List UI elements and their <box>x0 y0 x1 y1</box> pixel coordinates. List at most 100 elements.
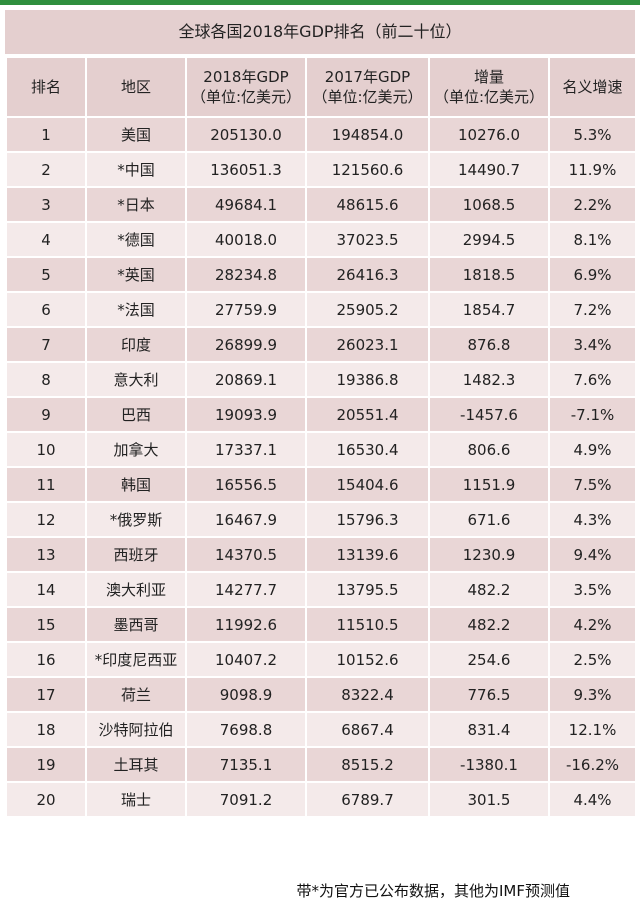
cell-gdp2018: 28234.8 <box>185 256 307 293</box>
cell-increase: 1068.5 <box>428 186 550 223</box>
cell-gdp2018: 19093.9 <box>185 396 307 433</box>
cell-gdp2017: 13795.5 <box>305 571 430 608</box>
table-row: 12 *俄罗斯 16467.9 15796.3 671.6 4.3% <box>5 501 637 538</box>
table-row: 19 土耳其 7135.1 8515.2 -1380.1 -16.2% <box>5 746 637 783</box>
cell-gdp2018: 17337.1 <box>185 431 307 468</box>
table-row: 15 墨西哥 11992.6 11510.5 482.2 4.2% <box>5 606 637 643</box>
cell-gdp2018: 49684.1 <box>185 186 307 223</box>
cell-region: *中国 <box>85 151 187 188</box>
cell-growth: 4.3% <box>548 501 637 538</box>
cell-region: 西班牙 <box>85 536 187 573</box>
cell-rank: 1 <box>5 116 87 153</box>
cell-region: 美国 <box>85 116 187 153</box>
cell-region: *德国 <box>85 221 187 258</box>
header-growth: 名义增速 <box>548 56 637 118</box>
cell-growth: 4.9% <box>548 431 637 468</box>
table-row: 1 美国 205130.0 194854.0 10276.0 5.3% <box>5 116 637 153</box>
cell-rank: 3 <box>5 186 87 223</box>
cell-rank: 9 <box>5 396 87 433</box>
cell-gdp2017: 26416.3 <box>305 256 430 293</box>
header-region: 地区 <box>85 56 187 118</box>
cell-rank: 4 <box>5 221 87 258</box>
cell-rank: 2 <box>5 151 87 188</box>
cell-increase: 671.6 <box>428 501 550 538</box>
cell-gdp2017: 11510.5 <box>305 606 430 643</box>
cell-growth: 9.3% <box>548 676 637 713</box>
cell-region: 印度 <box>85 326 187 363</box>
cell-increase: 482.2 <box>428 571 550 608</box>
cell-gdp2018: 27759.9 <box>185 291 307 328</box>
cell-gdp2017: 13139.6 <box>305 536 430 573</box>
table-row: 17 荷兰 9098.9 8322.4 776.5 9.3% <box>5 676 637 713</box>
cell-rank: 19 <box>5 746 87 783</box>
cell-gdp2017: 19386.8 <box>305 361 430 398</box>
table-title: 全球各国2018年GDP排名（前二十位） <box>5 10 635 56</box>
table-row: 14 澳大利亚 14277.7 13795.5 482.2 3.5% <box>5 571 637 608</box>
cell-gdp2018: 7698.8 <box>185 711 307 748</box>
cell-increase: 806.6 <box>428 431 550 468</box>
cell-region: 巴西 <box>85 396 187 433</box>
cell-increase: 482.2 <box>428 606 550 643</box>
cell-region: *法国 <box>85 291 187 328</box>
cell-gdp2018: 11992.6 <box>185 606 307 643</box>
cell-increase: 876.8 <box>428 326 550 363</box>
header-gdp-2018-label: 2018年GDP <box>203 68 289 86</box>
cell-increase: 776.5 <box>428 676 550 713</box>
table-row: 3 *日本 49684.1 48615.6 1068.5 2.2% <box>5 186 637 223</box>
cell-region: 土耳其 <box>85 746 187 783</box>
header-row: 排名 地区 2018年GDP （单位:亿美元） 2017年GDP （单位:亿美元… <box>5 56 637 118</box>
top-accent-bar <box>0 0 640 5</box>
cell-rank: 15 <box>5 606 87 643</box>
cell-increase: 14490.7 <box>428 151 550 188</box>
header-gdp-2017-unit: （单位:亿美元） <box>312 88 423 106</box>
cell-gdp2017: 37023.5 <box>305 221 430 258</box>
cell-growth: 3.4% <box>548 326 637 363</box>
cell-increase: 1482.3 <box>428 361 550 398</box>
cell-gdp2018: 7135.1 <box>185 746 307 783</box>
gdp-table-container: 全球各国2018年GDP排名（前二十位） 排名 地区 2018年GDP （单位:… <box>5 10 637 818</box>
cell-region: *俄罗斯 <box>85 501 187 538</box>
cell-region: 意大利 <box>85 361 187 398</box>
table-row: 4 *德国 40018.0 37023.5 2994.5 8.1% <box>5 221 637 258</box>
cell-growth: 6.9% <box>548 256 637 293</box>
header-gdp-2018: 2018年GDP （单位:亿美元） <box>185 56 307 118</box>
cell-region: 澳大利亚 <box>85 571 187 608</box>
cell-region: *英国 <box>85 256 187 293</box>
table-row: 20 瑞士 7091.2 6789.7 301.5 4.4% <box>5 781 637 818</box>
cell-gdp2018: 10407.2 <box>185 641 307 678</box>
cell-gdp2017: 48615.6 <box>305 186 430 223</box>
cell-gdp2017: 10152.6 <box>305 641 430 678</box>
table-row: 13 西班牙 14370.5 13139.6 1230.9 9.4% <box>5 536 637 573</box>
cell-increase: 254.6 <box>428 641 550 678</box>
cell-gdp2018: 205130.0 <box>185 116 307 153</box>
cell-increase: 1151.9 <box>428 466 550 503</box>
gdp-ranking-table: 排名 地区 2018年GDP （单位:亿美元） 2017年GDP （单位:亿美元… <box>5 56 637 818</box>
header-increase: 增量 （单位:亿美元） <box>428 56 550 118</box>
cell-gdp2018: 16467.9 <box>185 501 307 538</box>
cell-region: 荷兰 <box>85 676 187 713</box>
table-row: 11 韩国 16556.5 15404.6 1151.9 7.5% <box>5 466 637 503</box>
cell-region: *印度尼西亚 <box>85 641 187 678</box>
cell-gdp2017: 121560.6 <box>305 151 430 188</box>
cell-gdp2018: 136051.3 <box>185 151 307 188</box>
cell-gdp2018: 9098.9 <box>185 676 307 713</box>
header-gdp-2017: 2017年GDP （单位:亿美元） <box>305 56 430 118</box>
table-row: 2 *中国 136051.3 121560.6 14490.7 11.9% <box>5 151 637 188</box>
cell-rank: 13 <box>5 536 87 573</box>
cell-gdp2017: 194854.0 <box>305 116 430 153</box>
cell-region: 瑞士 <box>85 781 187 818</box>
cell-gdp2017: 15796.3 <box>305 501 430 538</box>
cell-gdp2017: 8322.4 <box>305 676 430 713</box>
table-row: 9 巴西 19093.9 20551.4 -1457.6 -7.1% <box>5 396 637 433</box>
cell-gdp2017: 25905.2 <box>305 291 430 328</box>
cell-growth: 4.4% <box>548 781 637 818</box>
cell-gdp2018: 16556.5 <box>185 466 307 503</box>
cell-increase: 831.4 <box>428 711 550 748</box>
cell-region: 韩国 <box>85 466 187 503</box>
cell-rank: 11 <box>5 466 87 503</box>
cell-rank: 10 <box>5 431 87 468</box>
cell-gdp2018: 7091.2 <box>185 781 307 818</box>
cell-gdp2018: 14370.5 <box>185 536 307 573</box>
cell-growth: 7.5% <box>548 466 637 503</box>
cell-rank: 18 <box>5 711 87 748</box>
